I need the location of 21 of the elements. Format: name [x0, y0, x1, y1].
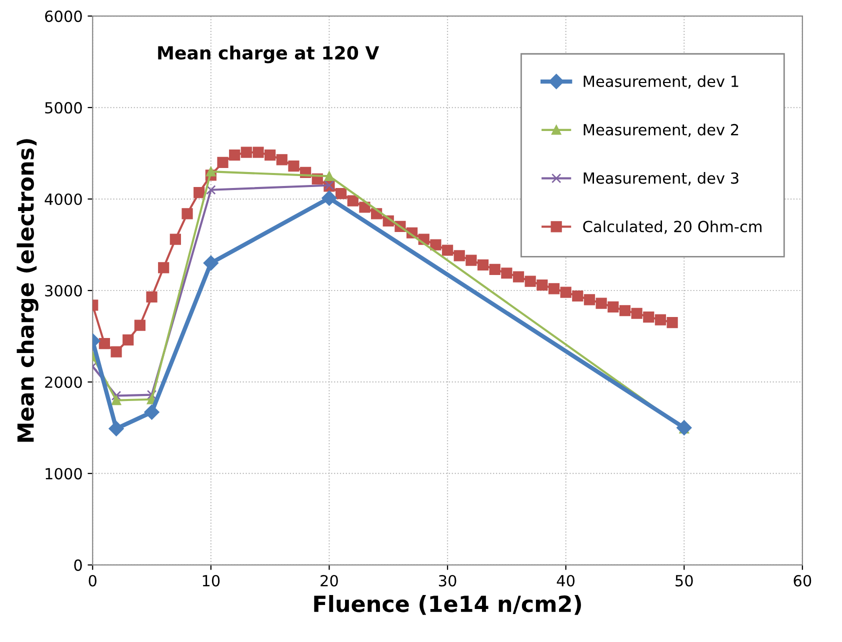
x-tick-label: 60: [794, 574, 812, 587]
y-tick-label: 2000: [45, 376, 82, 388]
text: Mean charge at 120 V: [158, 46, 380, 64]
x-tick-label: 20: [320, 574, 338, 587]
y-tick-label: 1000: [46, 468, 82, 480]
legend-label: Measurement, dev 3: [584, 172, 738, 186]
y-tick-label: 3000: [45, 284, 82, 297]
y-axis-title: Mean charge (electrons): [16, 139, 38, 442]
x-tick-label: 0: [88, 574, 96, 587]
x-tick-label: 40: [556, 574, 575, 587]
y-tick-label: 0: [74, 559, 82, 571]
x-tick-label: 10: [202, 574, 220, 587]
x-axis-title: Fluence (1e14 n/cm2): [314, 595, 581, 615]
x-tick-label: 30: [438, 574, 456, 587]
legend-label: Measurement, dev 2: [584, 124, 738, 138]
x-tick-label: 50: [676, 574, 693, 587]
y-tick-label: 6000: [45, 10, 82, 22]
legend-label: Calculated, 20 Ohm-cm: [583, 220, 762, 234]
y-tick-label: 5000: [45, 102, 82, 114]
y-tick-label: 4000: [44, 193, 82, 206]
legend-label: Measurement, dev 1: [584, 75, 738, 89]
